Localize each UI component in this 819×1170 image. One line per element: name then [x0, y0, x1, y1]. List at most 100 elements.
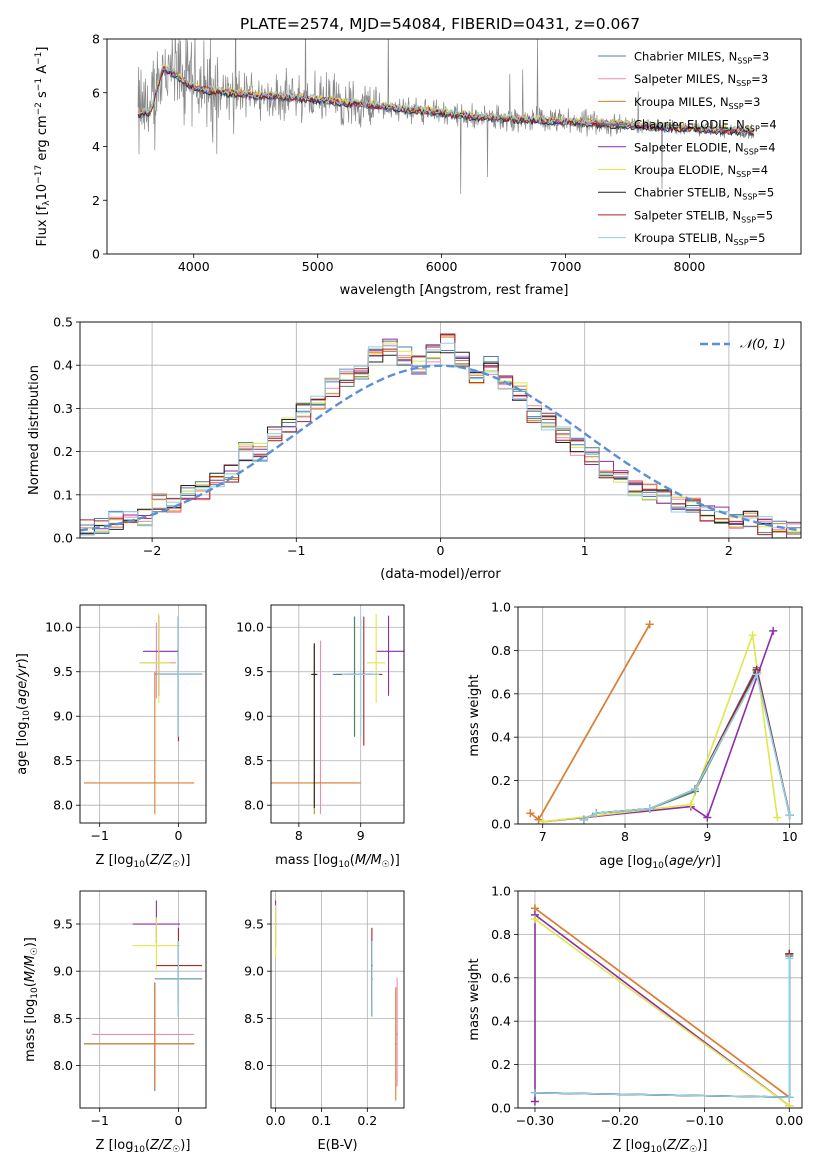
y-tick-label: 2: [92, 193, 100, 208]
weight-line-3: [583, 669, 791, 821]
legend-entry: Kroupa ELODIE, NSSP=4: [634, 163, 768, 179]
y-axis-label: mass [log10(M/M☉)]: [23, 937, 40, 1062]
y-tick-label: 8.5: [53, 753, 73, 768]
x-axis-label: Z [log10(Z/Z☉)]: [96, 1138, 191, 1155]
weight-marker: [752, 670, 761, 679]
y-tick-label: 0.0: [491, 817, 511, 832]
weight-marker: [785, 1101, 794, 1108]
weight-line-7: [534, 953, 791, 1099]
axes-frame: [106, 38, 802, 255]
y-tick-label: 0.4: [491, 730, 511, 745]
weight_vs_Z-panel: −0.30 −0.20 −0.10 0.00 0.0 0.2 0.4 0.6 0.8 1.0 Z […: [467, 884, 803, 1156]
x-tick-label: 0.00: [775, 1113, 803, 1128]
y-axis-label: age [log10(age/yr)]: [15, 653, 32, 775]
y-tick-label: 0.5: [53, 315, 73, 330]
weight-marker: [579, 815, 588, 824]
y-tick-label: 8.0: [244, 798, 264, 813]
x-tick-label: 4000: [178, 259, 210, 274]
weight-line-1: [529, 624, 651, 821]
weight_vs_Z-marks: [530, 904, 794, 1108]
figure-title: PLATE=2574, MJD=54084, FIBERID=0431, z=0…: [240, 15, 640, 33]
weight-marker: [785, 811, 794, 820]
legend-entry: Salpeter ELODIE, NSSP=4: [634, 140, 776, 156]
y-axis-label: Flux [fλ10−17 erg cm−2 s−1 A−1]: [34, 47, 52, 247]
mass_vs_ebv-marks: [274, 900, 399, 1101]
x-tick-label: 9: [357, 828, 365, 843]
y-tick-label: 9.0: [53, 964, 73, 979]
weight-marker: [773, 813, 782, 822]
x-axis-label: (data-model)/error: [380, 567, 501, 582]
x-tick-label: −1: [287, 543, 305, 558]
x-tick-label: 1: [581, 543, 589, 558]
y-tick-label: 0.4: [491, 1014, 511, 1029]
weight-line-6: [583, 667, 791, 821]
age_vs_mass-panel: 8 9 8.0 8.5 9.0 9.5 10.0 mass [log10(M/M☉)]: [236, 604, 405, 870]
x-axis-label: Z [log10(Z/Z☉)]: [96, 853, 191, 870]
x-tick-label: 5000: [302, 259, 334, 274]
weight-marker: [538, 817, 547, 824]
age_vs_Z-marks: [83, 613, 203, 815]
residual-histogram-8: [80, 342, 801, 536]
weight-line-5: [534, 918, 790, 1107]
y-tick-label: 0.2: [491, 773, 511, 788]
weight-marker: [686, 800, 695, 809]
weight-marker: [592, 809, 601, 818]
axes-frame: [79, 321, 802, 539]
y-tick-label: 6: [92, 85, 100, 100]
x-tick-label: −0.20: [601, 1113, 639, 1128]
age_vs_mass-marks: [271, 613, 404, 815]
spectrum-marks: [137, 39, 755, 194]
legend-entry: Chabrier ELODIE, NSSP=4: [634, 118, 777, 134]
weight-marker: [703, 813, 712, 822]
x-axis-label: age [log10(age/yr)]: [599, 854, 721, 871]
y-axis-label: mass weight: [467, 674, 482, 756]
x-tick-label: 7000: [550, 259, 582, 274]
model-fit-6: [137, 66, 754, 137]
x-axis-label: E(B-V): [317, 1138, 357, 1153]
weight-line-2: [529, 624, 651, 821]
weight-marker: [530, 1088, 539, 1097]
weight_vs_age-panel: 7 8 9 10 0.0 0.2 0.4 0.6 0.8 1.0 age [log10(age/yr…: [467, 600, 803, 871]
model-fit-8: [137, 65, 754, 134]
axes-frame: [517, 606, 803, 825]
y-tick-label: 10.0: [236, 620, 264, 635]
x-tick-label: 8000: [674, 259, 706, 274]
axes-frame: [79, 890, 207, 1109]
mass_vs_ebv-panel: 0.0 0.1 0.2 8.0 8.5 9.0 9.5 E(B-V): [244, 890, 405, 1153]
weight-marker: [769, 626, 778, 635]
mass_vs_Z-panel: −1 0 8.0 8.5 9.0 9.5 Z [log10(Z/Z☉)] mass [log1…: [23, 890, 207, 1155]
weight-marker: [534, 815, 543, 824]
y-tick-label: 10.0: [45, 620, 73, 635]
y-tick-label: 8.5: [244, 1011, 264, 1026]
weight-marker: [690, 785, 699, 794]
y-axis-label: Normed distribution: [27, 365, 42, 495]
y-tick-label: 0: [92, 247, 100, 262]
residual-histogram-7: [80, 334, 801, 536]
y-tick-label: 8.0: [53, 798, 73, 813]
weight-line-6: [534, 953, 791, 1099]
y-tick-label: 0.2: [491, 1057, 511, 1072]
x-tick-label: −1: [90, 828, 108, 843]
y-tick-label: 9.5: [244, 917, 264, 932]
x-tick-label: 8: [295, 828, 303, 843]
mass_vs_Z-marks: [83, 900, 203, 1092]
x-tick-label: 9: [703, 829, 711, 844]
legend-entry: Salpeter STELIB, NSSP=5: [634, 208, 773, 224]
x-tick-label: −2: [143, 543, 161, 558]
weight-marker: [785, 1093, 794, 1102]
x-tick-label: 6000: [426, 259, 458, 274]
y-tick-label: 4: [92, 139, 100, 154]
x-tick-label: −1: [90, 1113, 108, 1128]
x-axis-label: Z [log10(Z/Z☉)]: [613, 1138, 708, 1155]
age_vs_Z-panel: −1 0 8.0 8.5 9.0 9.5 10.0 Z [log10(Z/Z☉)] age [l…: [15, 604, 207, 870]
y-tick-label: 9.5: [53, 664, 73, 679]
y-tick-label: 9.0: [244, 709, 264, 724]
weight-line-8: [583, 672, 791, 821]
x-tick-label: 0: [437, 543, 445, 558]
y-tick-label: 0.0: [53, 531, 73, 546]
y-tick-label: 8: [92, 32, 100, 47]
y-tick-label: 0.3: [53, 401, 73, 416]
axes-frame: [270, 604, 405, 824]
weight-marker: [530, 915, 539, 924]
y-tick-label: 8.5: [53, 1011, 73, 1026]
